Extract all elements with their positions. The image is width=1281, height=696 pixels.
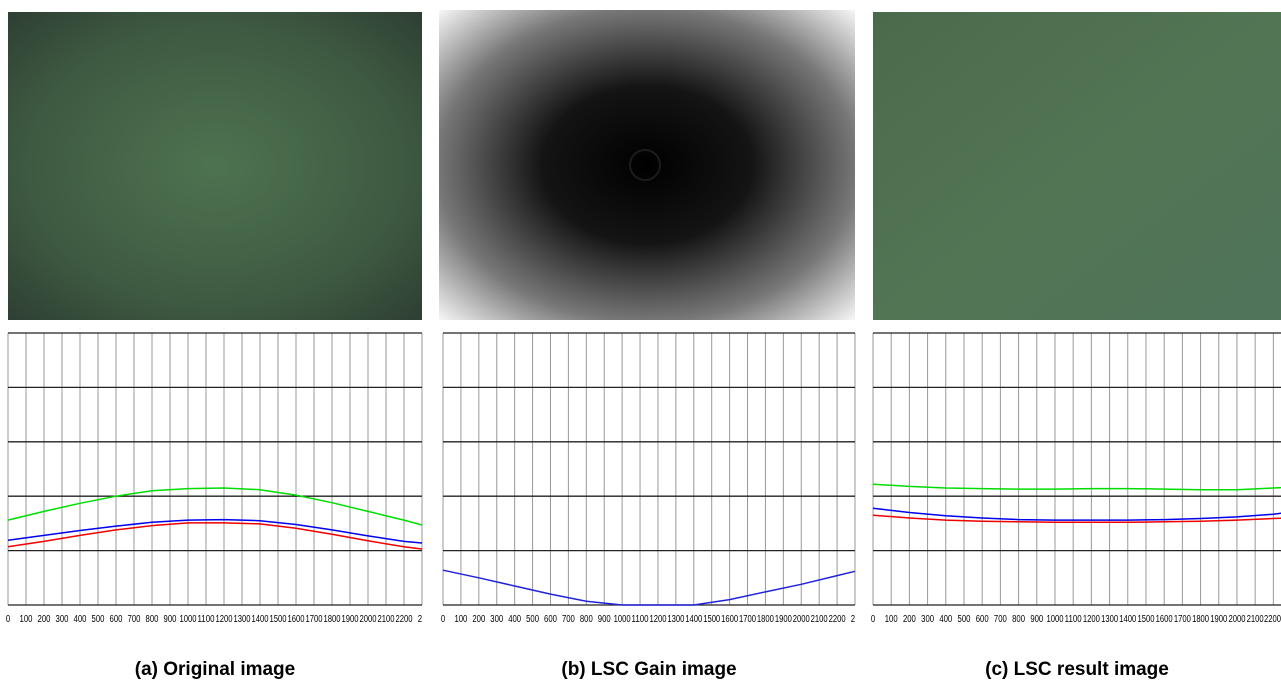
x-tick-label: 1200 — [1083, 614, 1100, 625]
x-tick-label: 300 — [921, 614, 934, 625]
data-line — [872, 507, 1281, 521]
x-tick-label: 1900 — [1210, 614, 1227, 625]
x-tick-label: 600 — [976, 614, 989, 625]
x-tick-label: 1200 — [649, 614, 666, 625]
x-tick-label: 1800 — [1192, 614, 1209, 625]
x-tick-label: 700 — [562, 614, 575, 625]
data-line — [7, 487, 423, 526]
x-tick-label: 2000 — [360, 614, 377, 625]
x-tick-label: 800 — [1012, 614, 1025, 625]
x-tick-label: 200 — [38, 614, 51, 625]
x-tick-label: 100 — [885, 614, 898, 625]
data-line — [7, 522, 423, 550]
x-tick-label: 2100 — [811, 614, 828, 625]
x-tick-label: 1200 — [216, 614, 233, 625]
result-image — [873, 12, 1281, 320]
x-tick-label: 2 — [851, 614, 856, 625]
x-tick-label: 1500 — [703, 614, 720, 625]
x-tick-label: 2000 — [793, 614, 810, 625]
gain-image-ring — [629, 149, 661, 181]
x-tick-label: 0 — [441, 614, 446, 625]
x-tick-label: 400 — [508, 614, 521, 625]
x-tick-label: 1700 — [306, 614, 323, 625]
x-tick-label: 300 — [490, 614, 503, 625]
x-tick-label: 100 — [20, 614, 33, 625]
x-tick-label: 700 — [128, 614, 141, 625]
x-tick-label: 1500 — [270, 614, 287, 625]
x-tick-label: 1100 — [1065, 614, 1082, 625]
x-tick-label: 2200 — [1264, 614, 1281, 625]
x-tick-label: 1800 — [324, 614, 341, 625]
x-tick-label: 1600 — [1156, 614, 1173, 625]
x-tick-label: 400 — [74, 614, 87, 625]
caption: (c) LSC result image — [985, 659, 1169, 680]
data-line — [442, 569, 856, 606]
x-tick-label: 1500 — [1137, 614, 1154, 625]
x-tick-label: 800 — [580, 614, 593, 625]
x-tick-label: 400 — [939, 614, 952, 625]
x-tick-label: 600 — [544, 614, 557, 625]
x-tick-label: 1300 — [667, 614, 684, 625]
x-tick-label: 1400 — [252, 614, 269, 625]
x-tick-label: 700 — [994, 614, 1007, 625]
x-tick-label: 2100 — [378, 614, 395, 625]
x-tick-label: 1800 — [757, 614, 774, 625]
x-tick-label: 100 — [454, 614, 467, 625]
x-tick-label: 2200 — [396, 614, 413, 625]
x-tick-label: 300 — [56, 614, 69, 625]
x-tick-label: 1100 — [198, 614, 215, 625]
x-tick-label: 1000 — [614, 614, 631, 625]
x-tick-label: 800 — [146, 614, 159, 625]
x-tick-label: 900 — [164, 614, 177, 625]
original-image — [8, 12, 422, 320]
x-tick-label: 1300 — [1101, 614, 1118, 625]
x-tick-label: 2100 — [1247, 614, 1264, 625]
x-tick-label: 1000 — [180, 614, 197, 625]
x-tick-label: 1600 — [288, 614, 305, 625]
x-tick-label: 1400 — [685, 614, 702, 625]
data-line — [7, 518, 423, 544]
x-tick-label: 200 — [903, 614, 916, 625]
data-line — [872, 514, 1281, 524]
data-line — [872, 483, 1281, 491]
x-tick-label: 500 — [92, 614, 105, 625]
x-tick-label: 1700 — [739, 614, 756, 625]
x-tick-label: 900 — [1030, 614, 1043, 625]
caption: (a) Original image — [135, 659, 295, 680]
x-tick-label: 600 — [110, 614, 123, 625]
x-tick-label: 2200 — [829, 614, 846, 625]
x-tick-label: 1100 — [632, 614, 649, 625]
gain-image — [439, 10, 855, 320]
x-tick-label: 1600 — [721, 614, 738, 625]
x-tick-label: 900 — [598, 614, 611, 625]
x-tick-label: 1000 — [1046, 614, 1063, 625]
x-tick-label: 2 — [418, 614, 423, 625]
x-tick-label: 1300 — [234, 614, 251, 625]
x-tick-label: 1900 — [775, 614, 792, 625]
x-tick-label: 200 — [472, 614, 485, 625]
x-tick-label: 500 — [526, 614, 539, 625]
x-tick-label: 1400 — [1119, 614, 1136, 625]
x-tick-label: 2000 — [1228, 614, 1245, 625]
x-tick-label: 1900 — [342, 614, 359, 625]
x-tick-label: 0 — [6, 614, 11, 625]
x-tick-label: 1700 — [1174, 614, 1191, 625]
x-tick-label: 0 — [871, 614, 876, 625]
x-tick-label: 500 — [958, 614, 971, 625]
caption: (b) LSC Gain image — [561, 659, 736, 680]
